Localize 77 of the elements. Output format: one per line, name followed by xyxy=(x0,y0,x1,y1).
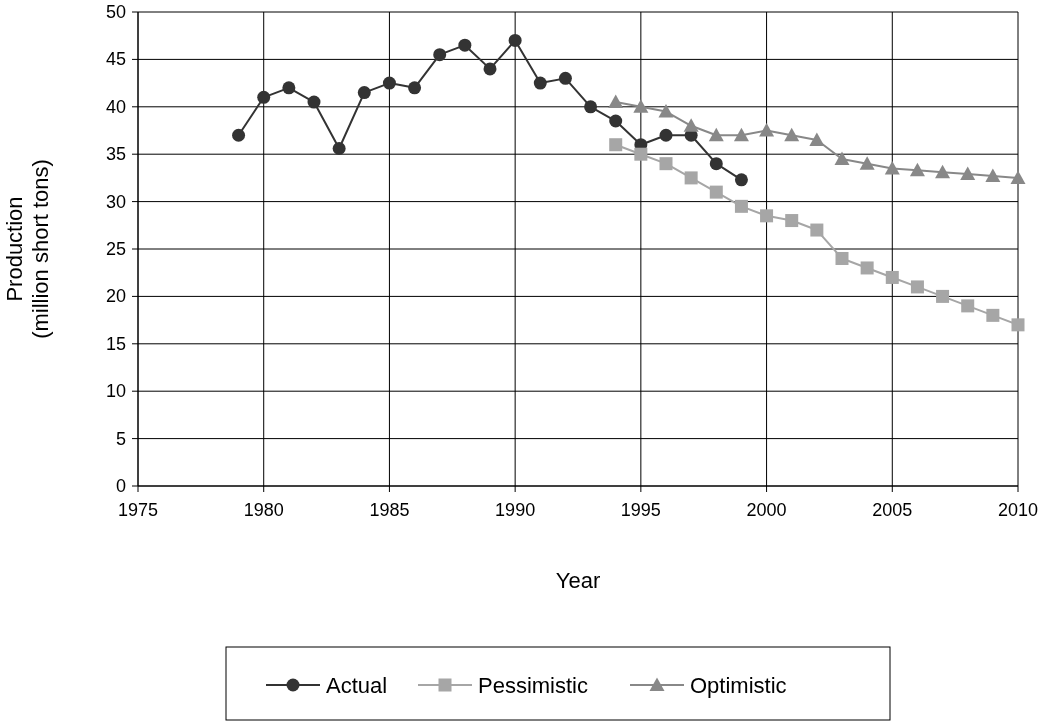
y-tick-label: 25 xyxy=(105,239,126,259)
legend-label: Actual xyxy=(326,673,388,698)
y-axis-title: Production (million short tons) xyxy=(2,159,53,339)
point xyxy=(734,173,748,187)
point xyxy=(458,38,472,52)
point xyxy=(483,62,497,76)
point xyxy=(859,156,875,170)
x-tick-label: 1995 xyxy=(620,500,661,520)
x-tick-label: 1980 xyxy=(243,500,284,520)
y-tick-label: 15 xyxy=(105,333,126,354)
point xyxy=(357,86,371,100)
point xyxy=(885,270,899,284)
point xyxy=(584,100,598,114)
point xyxy=(232,128,246,142)
point xyxy=(609,138,623,152)
x-tick-label: 1990 xyxy=(495,500,536,520)
point xyxy=(634,147,648,161)
legend-label: Pessimistic xyxy=(478,673,589,698)
point xyxy=(909,162,925,177)
point xyxy=(733,127,749,142)
point xyxy=(307,95,321,109)
point xyxy=(810,223,824,237)
point xyxy=(257,90,271,104)
point xyxy=(759,123,775,137)
y-tick-label: 35 xyxy=(105,144,126,165)
x-axis-title: Year xyxy=(555,568,601,593)
legend-label: Optimistic xyxy=(690,673,787,698)
point xyxy=(608,94,624,109)
point xyxy=(609,114,623,128)
point xyxy=(408,81,422,95)
point xyxy=(784,127,800,142)
y-tick-label: 30 xyxy=(105,191,126,212)
point xyxy=(936,289,950,303)
point xyxy=(633,99,649,113)
point xyxy=(709,185,723,199)
point xyxy=(708,127,724,142)
point xyxy=(985,168,1001,182)
point xyxy=(760,209,774,223)
y-tick-label: 45 xyxy=(105,49,126,70)
point xyxy=(835,251,849,265)
point xyxy=(332,142,346,156)
y-tick-label: 10 xyxy=(105,381,126,402)
y-tick-label: 50 xyxy=(105,2,126,22)
point xyxy=(658,104,674,118)
point xyxy=(785,214,799,228)
x-tick-label: 2000 xyxy=(746,500,787,520)
point xyxy=(282,81,296,95)
point xyxy=(884,160,900,175)
point xyxy=(960,166,976,181)
point xyxy=(734,199,748,213)
point xyxy=(834,151,850,165)
y-tick-label: 0 xyxy=(115,476,126,496)
point xyxy=(961,299,975,313)
x-tick-label: 2005 xyxy=(872,500,913,520)
point xyxy=(683,118,699,132)
point xyxy=(382,76,396,90)
point xyxy=(659,128,673,142)
point xyxy=(1011,318,1025,332)
point xyxy=(860,261,874,275)
point xyxy=(659,157,673,171)
point xyxy=(533,76,547,90)
x-tick-label: 1985 xyxy=(369,500,410,520)
point xyxy=(910,280,924,294)
point xyxy=(433,48,447,62)
point xyxy=(709,157,723,171)
y-tick-label: 40 xyxy=(105,96,126,117)
point xyxy=(1010,170,1026,184)
point xyxy=(684,171,698,185)
point xyxy=(986,308,1000,322)
point xyxy=(935,164,951,179)
point xyxy=(508,33,522,47)
x-tick-label: 2010 xyxy=(997,500,1039,520)
x-tick-label: 1975 xyxy=(117,500,159,520)
y-tick-label: 5 xyxy=(115,428,126,449)
point xyxy=(558,71,572,85)
y-tick-label: 20 xyxy=(105,286,126,307)
point xyxy=(809,132,825,146)
